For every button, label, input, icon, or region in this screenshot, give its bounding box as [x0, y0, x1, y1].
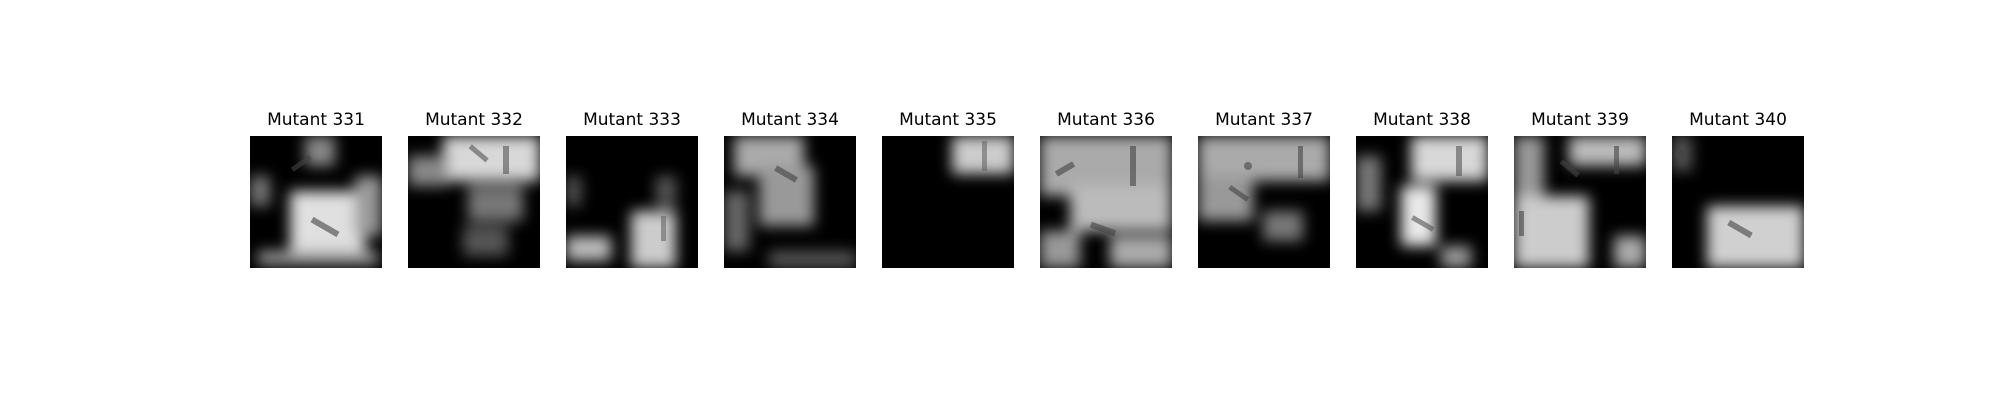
panel-title: Mutant 338: [1373, 110, 1471, 130]
mutant-image: [724, 136, 856, 268]
panel-title: Mutant 333: [583, 110, 681, 130]
panel-title: Mutant 335: [899, 110, 997, 130]
mutant-image: [408, 136, 540, 268]
mutant-image: [882, 136, 1014, 268]
panel-title: Mutant 337: [1215, 110, 1313, 130]
panel-title: Mutant 334: [741, 110, 839, 130]
panel-title: Mutant 339: [1531, 110, 1629, 130]
mutant-image: [566, 136, 698, 268]
panel-title: Mutant 331: [267, 110, 365, 130]
mutant-image: [1040, 136, 1172, 268]
panel-title: Mutant 340: [1689, 110, 1787, 130]
mutant-image: [1356, 136, 1488, 268]
mutant-image: [1672, 136, 1804, 268]
panel-title: Mutant 332: [425, 110, 523, 130]
mutant-image: [1514, 136, 1646, 268]
mutant-image: [1198, 136, 1330, 268]
mutant-image: [250, 136, 382, 268]
panel-title: Mutant 336: [1057, 110, 1155, 130]
